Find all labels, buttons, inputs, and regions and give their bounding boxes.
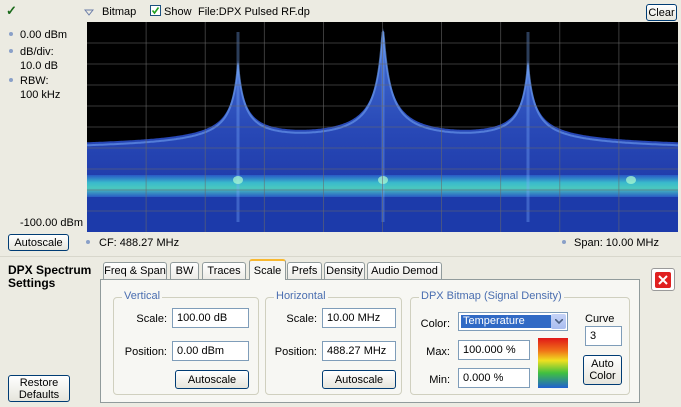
- rbw: 100 kHz: [20, 89, 61, 101]
- group-title: DPX Bitmap (Signal Density): [419, 290, 564, 302]
- tab[interactable]: BW: [170, 262, 199, 279]
- tab[interactable]: Freq & Span: [103, 262, 167, 279]
- tab[interactable]: Scale: [249, 259, 286, 280]
- min-input[interactable]: 0.000 %: [458, 368, 530, 388]
- dropdown-value: Temperature: [461, 315, 551, 328]
- spectrum-display: [87, 22, 678, 232]
- bitmap-group: DPX Bitmap (Signal Density): [410, 290, 630, 395]
- horizontal-group: Horizontal: [265, 290, 402, 395]
- max-label: Max:: [426, 346, 450, 358]
- dropdown-arrow[interactable]: [551, 314, 566, 329]
- db-div-label: dB/div:: [20, 46, 54, 58]
- restore-defaults-button[interactable]: Restore Defaults: [8, 375, 70, 402]
- vertical-group: Vertical: [113, 290, 259, 395]
- clear-button[interactable]: Clear: [646, 4, 677, 21]
- tab[interactable]: Prefs: [287, 262, 322, 279]
- vertical-autoscale-button[interactable]: Autoscale: [175, 370, 249, 389]
- span-icon: [562, 240, 566, 244]
- vertical-scale-input[interactable]: 100.00 dB: [172, 308, 249, 328]
- autoscale-button[interactable]: Autoscale: [8, 234, 69, 251]
- tab[interactable]: Audio Demod: [367, 262, 442, 279]
- settings-title: DPX Spectrum Settings: [8, 263, 92, 290]
- color-scale: [538, 338, 568, 388]
- scale-label: Scale:: [286, 313, 317, 325]
- ref-level: 0.00 dBm: [20, 29, 68, 41]
- show-label: Show: [164, 6, 192, 18]
- tab[interactable]: Traces: [202, 262, 246, 279]
- menu-arrow: [84, 9, 94, 16]
- close-button[interactable]: [651, 268, 675, 291]
- db-div: 10.0 dB: [20, 60, 58, 72]
- curve-input[interactable]: 3: [585, 326, 622, 346]
- group-title: Vertical: [122, 290, 163, 302]
- color-label: Color:: [420, 318, 450, 330]
- band-spot: [626, 176, 636, 184]
- show-checkbox[interactable]: [150, 5, 161, 16]
- horizontal-scale-input[interactable]: 10.00 MHz: [322, 308, 396, 328]
- check-icon: ✓: [6, 3, 17, 18]
- rbw-label: RBW:: [20, 75, 49, 87]
- max-input[interactable]: 100.000 %: [458, 340, 530, 360]
- color-dropdown[interactable]: Temperature: [458, 312, 568, 331]
- band-spot: [233, 176, 243, 184]
- scale-label: Scale:: [136, 313, 167, 325]
- cf-icon: [86, 240, 90, 244]
- vertical-position-input[interactable]: 0.00 dBm: [172, 341, 249, 361]
- horizontal-autoscale-button[interactable]: Autoscale: [322, 370, 396, 389]
- auto-color-button[interactable]: Auto Color: [583, 355, 622, 385]
- band-spot: [378, 176, 388, 184]
- file-name: File:DPX Pulsed RF.dp: [198, 6, 310, 18]
- bottom-level: -100.00 dBm: [20, 217, 83, 229]
- center-frequency: CF: 488.27 MHz: [99, 237, 180, 249]
- min-label: Min:: [429, 374, 450, 386]
- position-label: Position:: [274, 346, 317, 358]
- horizontal-position-input[interactable]: 488.27 MHz: [322, 341, 396, 361]
- curve-label: Curve: [585, 313, 615, 325]
- tab[interactable]: Density: [324, 262, 365, 279]
- trace-menu[interactable]: Bitmap: [102, 6, 137, 18]
- group-title: Horizontal: [274, 290, 328, 302]
- readout-icons: [9, 32, 13, 82]
- position-label: Position:: [124, 346, 167, 358]
- span: Span: 10.00 MHz: [574, 237, 659, 249]
